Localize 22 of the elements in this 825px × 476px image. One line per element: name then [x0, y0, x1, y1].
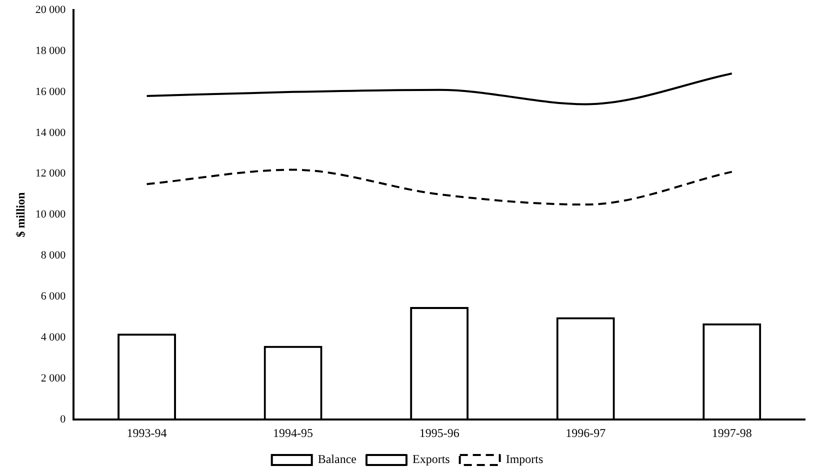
y-tick-label: 16 000: [35, 86, 66, 98]
y-tick-label: 2 000: [40, 372, 66, 385]
x-tick-label: 1994-95: [273, 426, 314, 440]
y-tick-label: 0: [60, 413, 66, 426]
y-axis-title: $ million: [13, 192, 28, 238]
y-tick-label: 6 000: [40, 290, 66, 303]
y-tick-label: 20 000: [35, 4, 66, 16]
line-series: [146, 72, 733, 106]
y-tick-label: 10 000: [35, 208, 66, 221]
x-tick-label: 1997-98: [712, 426, 752, 440]
y-tick-label: 12 000: [35, 168, 66, 180]
y-tick-label: 8 000: [40, 250, 66, 262]
x-tick-label: 1996-97: [566, 426, 606, 440]
legend-label: Exports: [412, 452, 450, 466]
line-series: [146, 168, 733, 206]
y-tick-label: 14 000: [35, 126, 66, 139]
y-tick-label: 18 000: [35, 44, 66, 57]
y-tick-label: 4 000: [40, 332, 66, 344]
legend-label: Balance: [318, 452, 357, 466]
x-tick-label: 1995-96: [419, 426, 460, 440]
x-tick-label: 1993-94: [126, 426, 167, 440]
legend-label: Imports: [506, 452, 544, 466]
